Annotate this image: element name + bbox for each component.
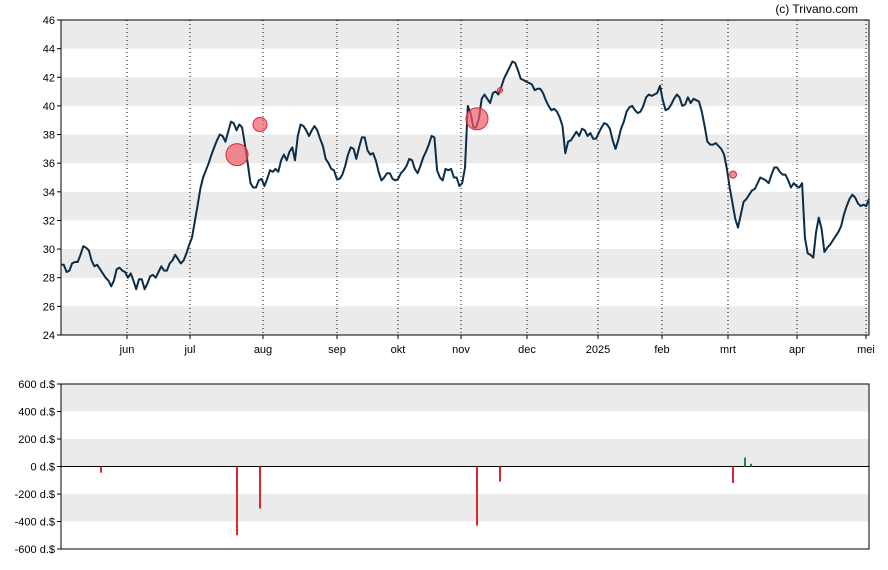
price-series-line	[61, 60, 870, 291]
transactions-y-tick-label: 200 d.$	[18, 434, 55, 446]
price-y-tick-label: 30	[43, 244, 55, 256]
price-panel: 24 26 28 30 32 34 36 38 40 42 44 46 jun jul aug sep okt n…	[43, 15, 875, 356]
price-x-tick-label: mei	[857, 344, 875, 356]
transactions-y-tick-label: -200 d.$	[15, 489, 55, 501]
transactions-y-tick-label: 400 d.$	[18, 407, 55, 419]
price-x-tick-label: okt	[391, 344, 406, 356]
transactions-y-tick-label: 600 d.$	[18, 379, 55, 391]
price-grid-band	[61, 249, 869, 278]
transactions-grid-band	[61, 439, 869, 467]
insider-trade-marker	[729, 170, 737, 179]
price-x-tick-label: jun	[119, 344, 135, 356]
price-x-tick-label: apr	[789, 344, 805, 356]
price-y-tick-label: 40	[43, 101, 55, 113]
transactions-panel: 600 d.$ 400 d.$ 200 d.$ 0 d.$ -200 d.$ -400 d…	[15, 379, 870, 556]
copyright-label: (c) Trivano.com	[775, 2, 858, 16]
price-y-tick-label: 36	[43, 158, 55, 170]
price-y-tick-label: 42	[43, 72, 55, 84]
price-y-tick-label: 26	[43, 301, 55, 313]
insider-trade-marker	[252, 117, 268, 133]
price-grid-band	[61, 77, 869, 106]
price-x-tick-label: sep	[328, 344, 346, 356]
transactions-y-tick-label: -400 d.$	[15, 517, 55, 529]
price-x-tick-label: feb	[654, 344, 669, 356]
transactions-grid-band	[61, 494, 869, 522]
insider-trade-marker	[465, 107, 489, 131]
price-x-tick-label: nov	[452, 344, 470, 356]
insider-trade-marker	[225, 143, 249, 167]
transactions-grid-band	[61, 384, 869, 412]
price-y-tick-label: 44	[43, 44, 55, 56]
price-x-tick-label: dec	[518, 344, 536, 356]
price-y-tick-label: 32	[43, 215, 55, 227]
price-y-tick-label: 28	[43, 273, 55, 285]
price-x-tick-label: 2025	[586, 344, 610, 356]
price-x-tick-label: jul	[183, 344, 195, 356]
price-x-tick-label: aug	[254, 344, 272, 356]
transactions-y-tick-label: -600 d.$	[15, 544, 55, 556]
price-x-tick-label: mrt	[720, 344, 736, 356]
price-grid-band	[61, 20, 869, 49]
insider-trade-marker	[497, 87, 503, 94]
price-y-tick-label: 46	[43, 15, 55, 27]
transactions-y-tick-label: 0 d.$	[31, 462, 55, 474]
price-y-tick-label: 38	[43, 130, 55, 142]
price-grid-band	[61, 306, 869, 335]
price-y-tick-label: 24	[43, 330, 55, 342]
price-y-tick-label: 34	[43, 187, 55, 199]
price-plot-frame	[60, 19, 870, 336]
